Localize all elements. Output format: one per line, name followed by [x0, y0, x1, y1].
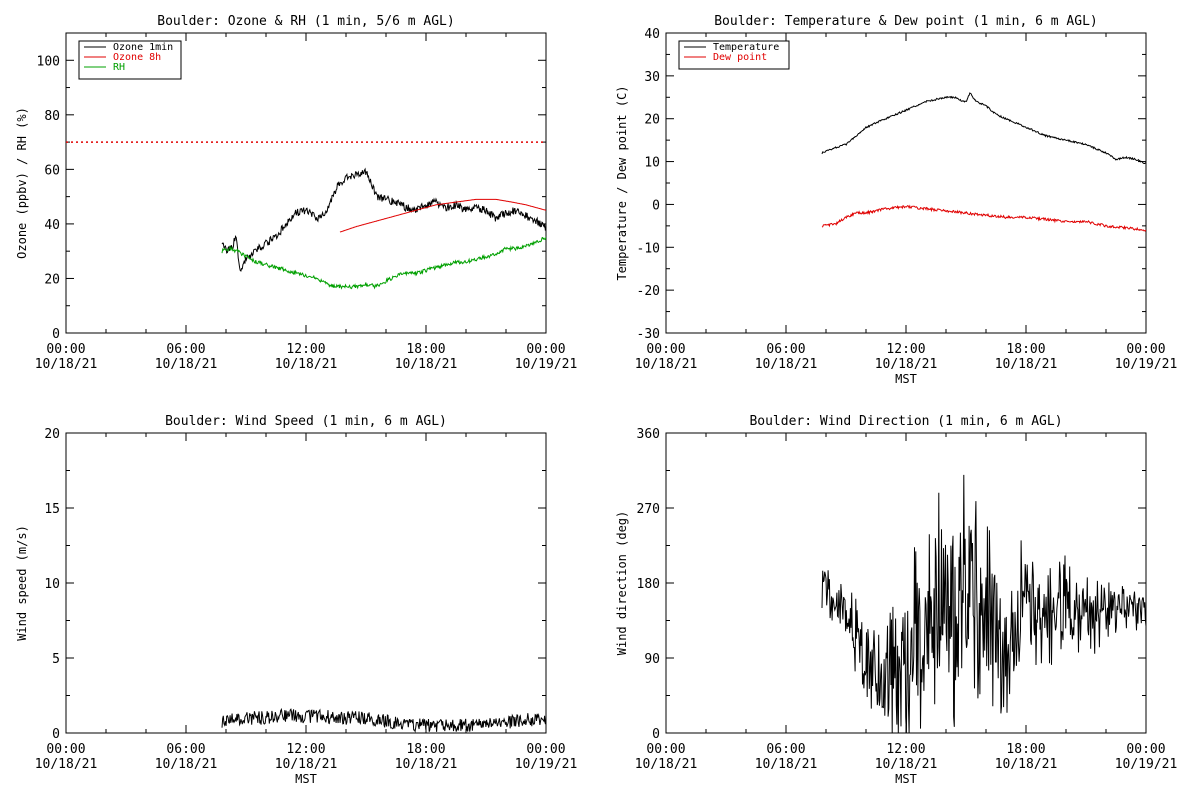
y-tick-label: 100 [37, 54, 60, 69]
x-tick-date-label: 10/18/21 [35, 757, 98, 772]
y-tick-label: -30 [637, 327, 660, 342]
series-line-wind-speed-m-s [221, 707, 546, 733]
x-tick-time-label: 06:00 [766, 742, 805, 757]
y-tick-label: 40 [644, 27, 660, 42]
y-tick-label: 5 [52, 652, 60, 667]
x-tick-time-label: 00:00 [1126, 342, 1165, 357]
y-tick-label: 10 [644, 156, 660, 171]
x-tick-date-label: 10/18/21 [395, 357, 458, 372]
y-axis-label: Wind speed (m/s) [15, 525, 29, 641]
y-tick-label: 15 [44, 502, 60, 517]
legend-label-temperature: Temperature [713, 42, 779, 53]
x-tick-date-label: 10/18/21 [875, 757, 938, 772]
x-tick-date-label: 10/19/21 [515, 357, 578, 372]
x-tick-date-label: 10/19/21 [1115, 357, 1178, 372]
x-tick-time-label: 12:00 [286, 342, 325, 357]
legend-label-rh: RH [113, 62, 125, 73]
x-tick-time-label: 18:00 [1006, 342, 1045, 357]
plot-frame [65, 432, 547, 734]
panel-ozone-rh: Boulder: Ozone & RH (1 min, 5/6 m AGL) 0 2… [15, 14, 577, 372]
series-line-temperature [821, 92, 1146, 164]
y-tick-label: -20 [637, 284, 660, 299]
chart-title: Boulder: Ozone & RH (1 min, 5/6 m AGL) [157, 14, 454, 29]
x-tick-date-label: 10/18/21 [755, 357, 818, 372]
x-tick-date-label: 10/18/21 [635, 357, 698, 372]
y-tick-label: 20 [44, 272, 60, 287]
x-tick-date-label: 10/18/21 [995, 757, 1058, 772]
y-tick-label: 360 [637, 427, 660, 442]
x-tick-time-label: 00:00 [46, 742, 85, 757]
legend-label-ozone-8h: Ozone 8h [113, 52, 161, 63]
x-tick-time-label: 18:00 [406, 742, 445, 757]
x-tick-time-label: 00:00 [526, 742, 565, 757]
x-tick-time-label: 00:00 [526, 342, 565, 357]
x-tick-time-label: 06:00 [166, 342, 205, 357]
y-tick-label: 10 [44, 577, 60, 592]
x-tick-date-label: 10/18/21 [155, 757, 218, 772]
x-tick-date-label: 10/18/21 [275, 357, 338, 372]
y-tick-label: 80 [44, 109, 60, 124]
panel-temperature-dewpoint: Boulder: Temperature & Dew point (1 min,… [615, 14, 1177, 386]
x-tick-time-label: 00:00 [46, 342, 85, 357]
x-tick-date-label: 10/19/21 [1115, 757, 1178, 772]
legend-label-dew-point: Dew point [713, 52, 767, 63]
series-line-ozone-1min [221, 167, 546, 272]
y-tick-label: 0 [52, 727, 60, 742]
x-tick-date-label: 10/18/21 [155, 357, 218, 372]
y-tick-label: 0 [652, 727, 660, 742]
y-axis-label: Wind direction (deg) [615, 511, 629, 656]
chart-title: Boulder: Temperature & Dew point (1 min,… [714, 14, 1098, 29]
x-tick-time-label: 06:00 [766, 342, 805, 357]
x-tick-date-label: 10/18/21 [995, 357, 1058, 372]
x-tick-time-label: 00:00 [646, 342, 685, 357]
x-tick-date-label: 10/18/21 [395, 757, 458, 772]
x-tick-date-label: 10/18/21 [275, 757, 338, 772]
x-tick-date-label: 10/18/21 [875, 357, 938, 372]
legend-label-ozone-1min: Ozone 1min [113, 42, 173, 53]
x-tick-time-label: 18:00 [1006, 742, 1045, 757]
y-tick-label: 0 [52, 327, 60, 342]
series-line-wind-direction-deg [821, 474, 1146, 733]
y-tick-label: 270 [637, 502, 660, 517]
y-tick-label: 20 [44, 427, 60, 442]
y-tick-label: 180 [637, 577, 660, 592]
series-line-ozone-8h [339, 198, 546, 233]
panel-wind-speed: Boulder: Wind Speed (1 min, 6 m AGL) 0 5 10… [15, 414, 577, 786]
x-tick-time-label: 12:00 [286, 742, 325, 757]
y-tick-label: 40 [44, 218, 60, 233]
y-axis-label: Temperature / Dew point (C) [615, 85, 629, 280]
x-tick-date-label: 10/18/21 [635, 757, 698, 772]
legend-box [678, 40, 790, 70]
x-tick-date-label: 10/18/21 [35, 357, 98, 372]
x-tick-time-label: 12:00 [886, 742, 925, 757]
x-tick-date-label: 10/18/21 [755, 757, 818, 772]
series-line-rh [221, 236, 546, 290]
y-tick-label: 30 [644, 70, 660, 85]
chart-title: Boulder: Wind Speed (1 min, 6 m AGL) [165, 414, 447, 429]
x-axis-label: MST [295, 772, 317, 786]
chart-title: Boulder: Wind Direction (1 min, 6 m AGL) [749, 414, 1062, 429]
x-axis-label: MST [895, 372, 917, 386]
y-tick-label: 20 [644, 113, 660, 128]
series-line-dew-point [821, 204, 1146, 232]
x-tick-date-label: 10/19/21 [515, 757, 578, 772]
x-tick-time-label: 00:00 [1126, 742, 1165, 757]
x-tick-time-label: 00:00 [646, 742, 685, 757]
y-tick-label: 0 [652, 198, 660, 213]
panel-wind-direction: Boulder: Wind Direction (1 min, 6 m AGL)… [615, 414, 1177, 786]
x-tick-time-label: 18:00 [406, 342, 445, 357]
plot-frame [665, 32, 1147, 334]
y-tick-label: -10 [637, 241, 660, 256]
x-tick-time-label: 12:00 [886, 342, 925, 357]
x-tick-time-label: 06:00 [166, 742, 205, 757]
y-tick-label: 60 [44, 163, 60, 178]
y-tick-label: 90 [644, 652, 660, 667]
y-axis-label: Ozone (ppbv) / RH (%) [15, 107, 29, 259]
x-axis-label: MST [895, 772, 917, 786]
